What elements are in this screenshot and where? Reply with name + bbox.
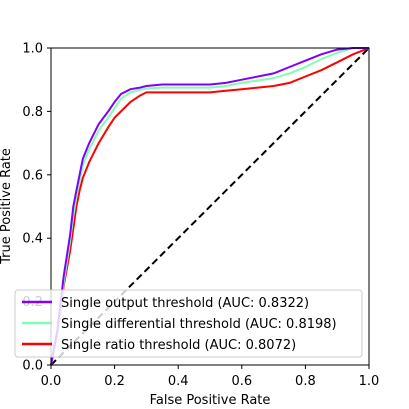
series-line-0 [50,47,369,366]
legend: Single output threshold (AUC: 0.8322) Sin… [14,289,363,358]
x-tick-label: 0.8 [295,374,316,389]
x-tick-label: 0.6 [231,374,252,389]
y-tick-label: 0.8 [22,105,43,120]
legend-label: Single ratio threshold (AUC: 0.8072) [61,338,296,353]
y-tick-label: 0.4 [22,232,43,247]
y-tick-label: 1.0 [22,42,43,57]
y-tick-label: 0.0 [22,359,43,374]
x-axis-label: False Positive Rate [150,393,271,408]
plot-frame [50,47,370,366]
series-line-2 [50,47,370,366]
x-tick-label: 0.2 [104,374,125,389]
legend-label: Single differential threshold (AUC: 0.81… [61,317,337,332]
legend-label: Single output threshold (AUC: 0.8322) [61,296,309,311]
x-tick-label: 0.0 [41,374,62,389]
y-axis-label: True Positive Rate [0,148,14,265]
y-tick-label: 0.6 [22,168,43,183]
series-line-1 [50,47,369,366]
x-tick-label: 1.0 [359,374,380,389]
legend-frame [14,289,363,358]
series-line-3 [50,47,370,366]
series-layer [50,47,370,366]
x-tick-label: 0.4 [168,374,189,389]
